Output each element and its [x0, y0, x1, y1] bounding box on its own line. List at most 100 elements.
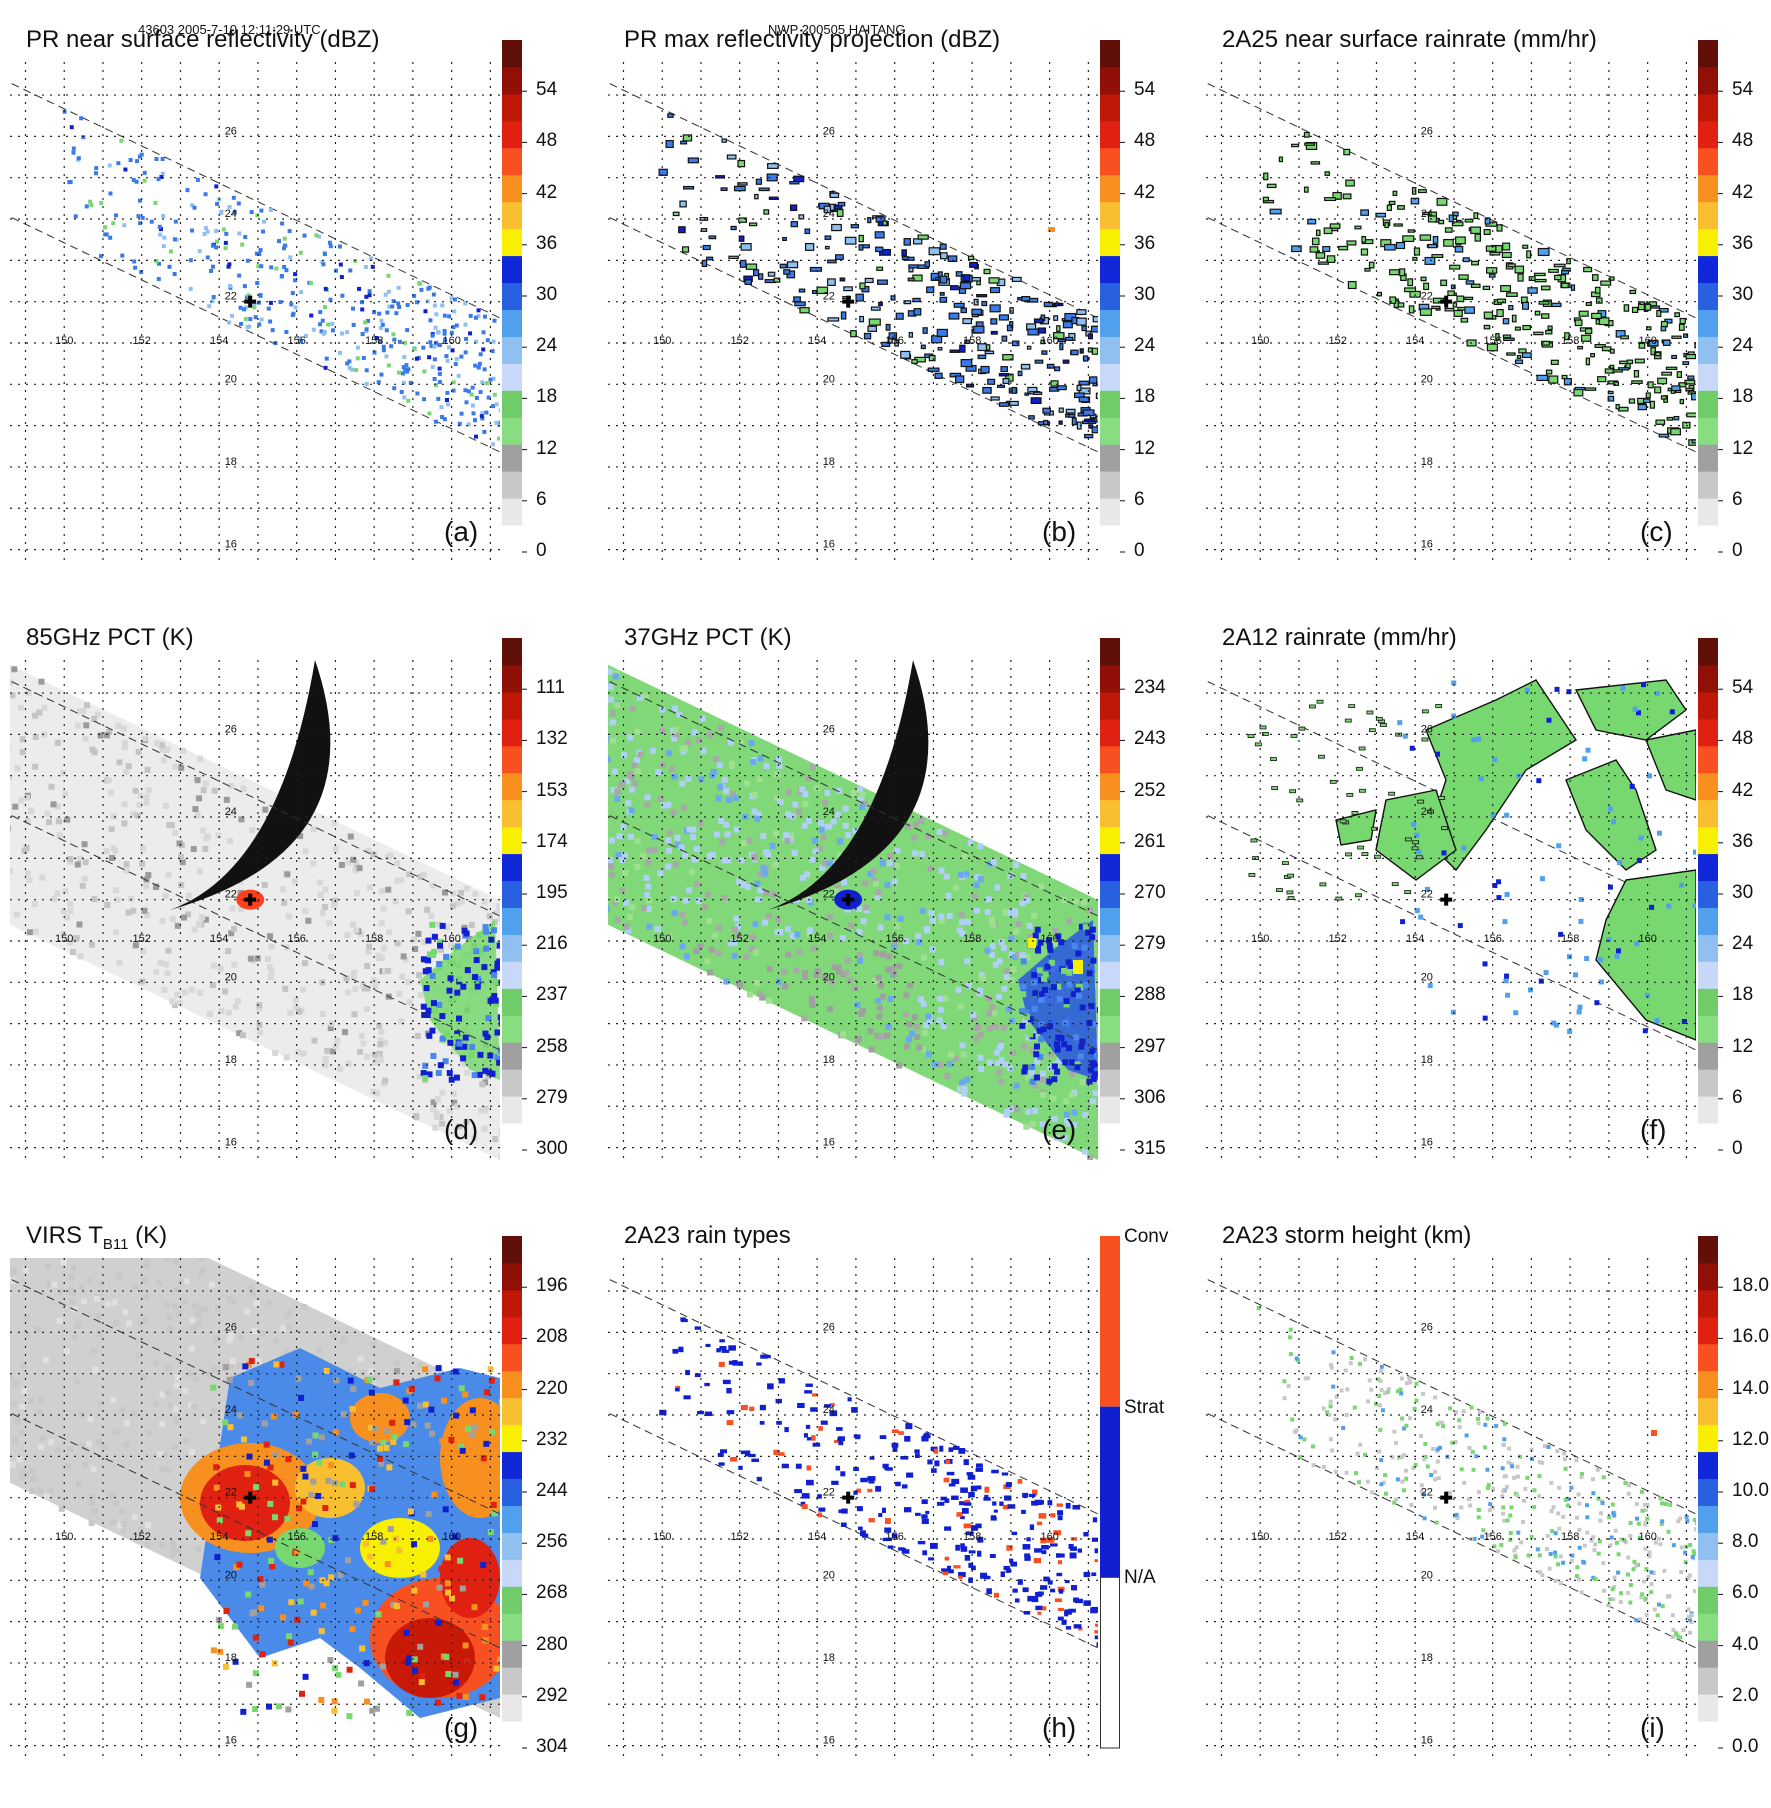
swath-edge-south	[0, 212, 500, 452]
colorbar-tick-label: 24	[1732, 933, 1753, 955]
lat-tick-label: 18	[823, 456, 835, 468]
colorbar-tick-label: 10.0	[1732, 1480, 1769, 1502]
colorbar-tick-label: 16.0	[1732, 1326, 1769, 1348]
lon-tick-label: 160	[1638, 933, 1656, 945]
lon-tick-label: 154	[210, 335, 228, 347]
colorbar-tick-label: 48	[1732, 728, 1753, 750]
colorbar-tick-label: 0	[536, 540, 547, 562]
colorbar-tick-label: 196	[536, 1275, 568, 1297]
colorbar-tick-label: 12	[1134, 438, 1155, 460]
colorbar	[1100, 1218, 1190, 1778]
colorbar-tick-label: 30	[1732, 882, 1753, 904]
lat-tick-label: 22	[1421, 1487, 1433, 1499]
panel-title: 2A25 near surface rainrate (mm/hr)	[1222, 26, 1597, 54]
lon-tick-label: 158	[365, 1531, 383, 1543]
colorbar-tick-label: 18.0	[1732, 1275, 1769, 1297]
swath-edge-south	[1196, 1408, 1696, 1648]
colorbar-tick-label: 300	[536, 1138, 568, 1160]
colorbar-category-label: Conv	[1124, 1226, 1168, 1248]
lon-tick-label: 158	[963, 933, 981, 945]
lat-tick-label: 18	[225, 456, 237, 468]
panel-label: (a)	[444, 516, 478, 548]
lat-tick-label: 24	[225, 806, 237, 818]
panel-label: (f)	[1640, 1114, 1666, 1146]
colorbar-tick-label: 6.0	[1732, 1582, 1758, 1604]
rain-area	[1576, 680, 1686, 740]
colorbar-tick-label: 288	[1134, 984, 1166, 1006]
rain-area	[1566, 760, 1656, 870]
lat-tick-label: 18	[1421, 456, 1433, 468]
lat-tick-label: 20	[225, 971, 237, 983]
lon-tick-label: 156	[885, 335, 903, 347]
lat-tick-label: 16	[225, 1735, 237, 1747]
colorbar-tick-label: 232	[536, 1429, 568, 1451]
colorbar-tick-label: 30	[536, 284, 557, 306]
colorbar-tick-label: 12	[536, 438, 557, 460]
lat-tick-label: 20	[225, 1569, 237, 1581]
colorbar-tick-label: 36	[1732, 831, 1753, 853]
lat-tick-label: 16	[823, 539, 835, 551]
lat-tick-label: 22	[1421, 889, 1433, 901]
rain-area	[1596, 870, 1696, 1040]
colorbar-tick-label: 48	[1732, 130, 1753, 152]
lat-tick-label: 20	[1421, 373, 1433, 385]
panel-title: 85GHz PCT (K)	[26, 624, 194, 652]
lon-tick-label: 154	[210, 933, 228, 945]
colorbar-tick-label: 258	[536, 1036, 568, 1058]
swath-edge-south	[598, 212, 1098, 452]
lon-tick-label: 150	[653, 1531, 671, 1543]
lat-tick-label: 18	[225, 1652, 237, 1664]
lat-tick-label: 18	[1421, 1652, 1433, 1664]
colorbar-tick-label: 0	[1732, 540, 1743, 562]
panel-title: 2A12 rainrate (mm/hr)	[1222, 624, 1457, 652]
colorbar-tick-label: 42	[1732, 182, 1753, 204]
lat-tick-label: 20	[823, 373, 835, 385]
lon-tick-label: 158	[365, 335, 383, 347]
storm-center-marker	[1440, 296, 1452, 308]
lon-tick-label: 152	[731, 335, 749, 347]
lat-tick-label: 16	[1421, 1137, 1433, 1149]
colorbar-tick-label: 36	[1134, 233, 1155, 255]
lat-tick-label: 26	[1421, 1321, 1433, 1333]
colorbar-tick-label: 256	[536, 1531, 568, 1553]
colorbar-tick-label: 54	[1732, 79, 1753, 101]
lon-tick-label: 152	[1329, 1531, 1347, 1543]
colorbar-tick-label: 30	[1732, 284, 1753, 306]
lon-tick-label: 156	[287, 933, 305, 945]
lat-tick-label: 26	[1421, 125, 1433, 137]
colorbar-tick-label: 14.0	[1732, 1378, 1769, 1400]
lon-tick-label: 160	[1638, 335, 1656, 347]
panel-label: (b)	[1042, 516, 1076, 548]
panel-label: (d)	[444, 1114, 478, 1146]
swath-edge-south	[598, 1408, 1098, 1648]
lon-tick-label: 156	[1483, 335, 1501, 347]
colorbar-tick-label: 270	[1134, 882, 1166, 904]
lon-tick-label: 158	[963, 1531, 981, 1543]
lon-tick-label: 150	[55, 1531, 73, 1543]
lat-tick-label: 16	[225, 539, 237, 551]
colorbar-tick-label: 297	[1134, 1036, 1166, 1058]
lon-tick-label: 150	[1251, 335, 1269, 347]
panel-title: 37GHz PCT (K)	[624, 624, 792, 652]
colorbar-tick-label: 18	[1732, 386, 1753, 408]
lat-tick-label: 20	[823, 971, 835, 983]
colorbar-tick-label: 6	[536, 489, 547, 511]
lat-tick-label: 18	[1421, 1054, 1433, 1066]
panel-title: PR near surface reflectivity (dBZ)	[26, 26, 379, 54]
lon-tick-label: 158	[1561, 335, 1579, 347]
lat-tick-label: 16	[823, 1137, 835, 1149]
colorbar-tick-label: 48	[1134, 130, 1155, 152]
storm-center-marker	[842, 1492, 854, 1504]
rain-area	[1336, 810, 1376, 845]
colorbar-tick-label: 268	[536, 1582, 568, 1604]
rain-area	[1646, 730, 1696, 800]
colorbar-tick-label: 111	[536, 677, 565, 699]
